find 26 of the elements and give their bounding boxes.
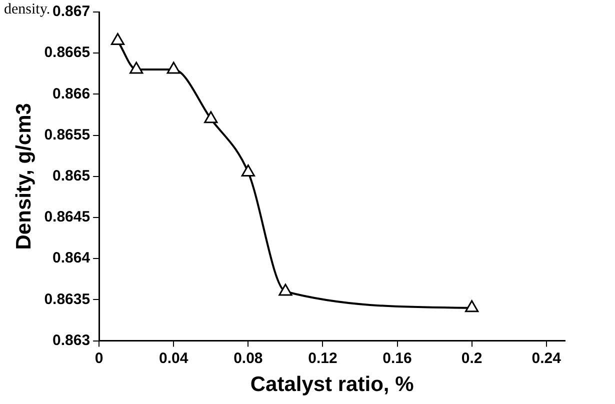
point [278,284,292,296]
x-tick-label: 0.16 [382,350,412,367]
y-axis-title: Density, g/cm3 [12,103,36,250]
x-axis-title: Catalyst ratio, % [250,373,414,396]
point [241,164,255,177]
x-tick-label: 0.08 [234,350,263,367]
y-tick-label: 0.863 [52,332,90,349]
y-tick-label: 0.8665 [44,44,90,62]
y-tick-label: 0.8645 [44,208,90,226]
x-tick-label: 0 [94,350,104,367]
x-tick-label: 0.24 [532,350,562,367]
point [166,62,180,74]
point [204,111,218,124]
text: density. [4,1,50,18]
point [130,62,144,74]
y-tick-label: 0.866 [52,85,90,102]
x-tick-label: 0.04 [159,350,189,367]
y-tick-label: 0.8655 [44,126,90,144]
y-tick-label: 0.864 [52,250,91,267]
x-tick-label: 0.2 [461,350,482,367]
point [110,33,125,46]
y-tick-label: 0.8635 [44,290,90,308]
point [465,300,479,312]
y-tick-label: 0.867 [52,3,90,20]
x-tick-label: 0.12 [308,350,338,367]
y-tick-label: 0.865 [52,168,90,185]
